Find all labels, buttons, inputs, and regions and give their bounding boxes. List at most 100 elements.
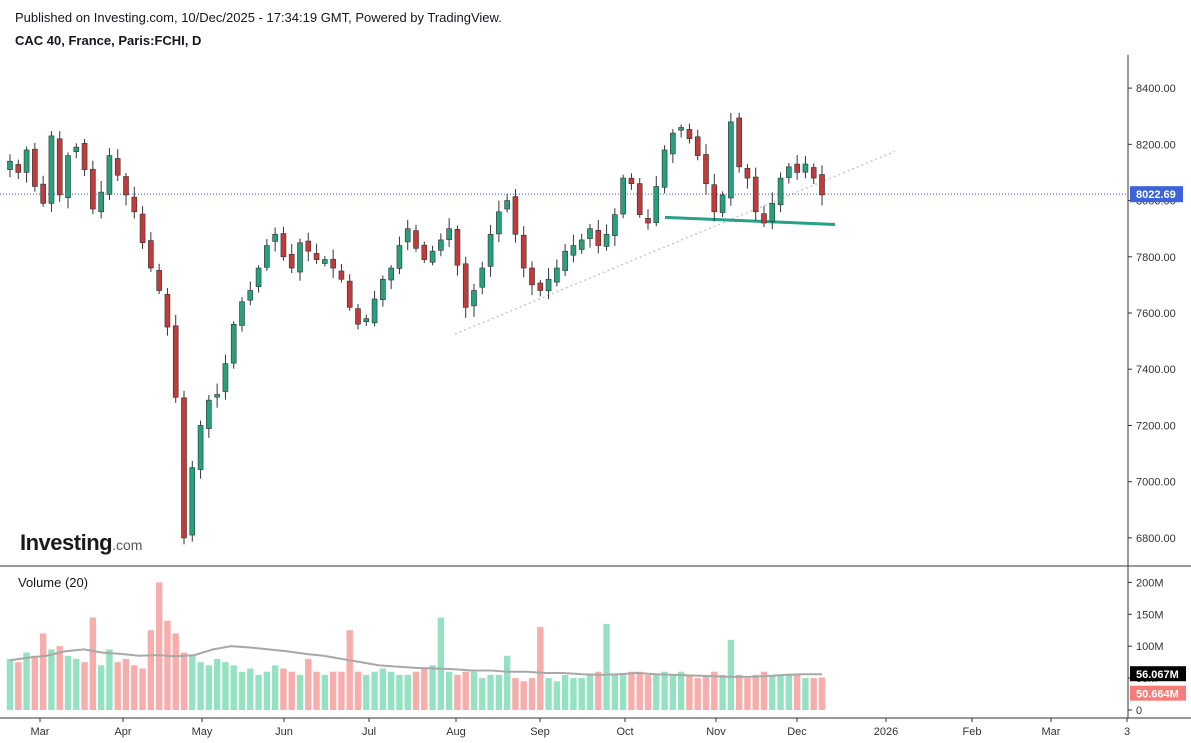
last-price-badge xyxy=(1130,186,1183,203)
candle-body xyxy=(114,158,121,176)
volume-bar xyxy=(131,665,138,710)
volume-bar xyxy=(238,671,246,710)
candle-body xyxy=(288,254,295,269)
candle-body xyxy=(562,250,568,271)
volume-bar xyxy=(677,671,685,710)
volume-bar xyxy=(702,674,710,710)
candle-body xyxy=(529,267,535,286)
volume-bar xyxy=(495,674,503,710)
candle-body xyxy=(264,245,270,268)
time-tick-label: Dec xyxy=(787,726,807,738)
volume-bar xyxy=(528,678,536,710)
volume-bar xyxy=(545,678,552,710)
candle xyxy=(197,420,204,479)
trend-lines xyxy=(0,150,1128,335)
candle-body xyxy=(794,163,800,173)
price-tick-label: 7000.00 xyxy=(1136,477,1176,489)
candle xyxy=(189,460,196,542)
volume-bar xyxy=(164,620,171,710)
candle-body xyxy=(686,129,693,140)
volume-bar xyxy=(64,655,72,710)
volume-bar xyxy=(81,662,88,710)
candle xyxy=(744,164,751,189)
time-tick-label: May xyxy=(192,726,213,738)
volume-bar xyxy=(769,674,776,710)
candle xyxy=(396,236,403,275)
candle xyxy=(65,152,71,209)
candle-body xyxy=(131,196,138,213)
candle-body xyxy=(255,267,262,287)
candle xyxy=(106,148,113,200)
volume-bar xyxy=(653,674,660,710)
time-tick-label: Mar xyxy=(1042,726,1061,738)
candle xyxy=(421,241,428,263)
chart-header: Published on Investing.com, 10/Dec/2025 … xyxy=(15,10,502,49)
candle-body xyxy=(545,278,552,292)
candle xyxy=(346,274,353,311)
volume-bar xyxy=(512,678,519,710)
candle xyxy=(570,234,577,263)
candle-body xyxy=(106,155,113,195)
volume-bar xyxy=(39,633,47,710)
candle xyxy=(438,233,444,257)
candle-body xyxy=(438,239,444,251)
candle xyxy=(429,245,436,266)
volume-bar xyxy=(338,671,345,710)
candle-body xyxy=(819,174,825,196)
candle xyxy=(230,321,237,369)
volume-bar xyxy=(802,678,809,710)
candle-body xyxy=(786,166,792,178)
candle xyxy=(206,395,212,438)
candle-body xyxy=(496,211,502,235)
candle xyxy=(777,172,784,213)
published-note: Published on Investing.com, 10/Dec/2025 … xyxy=(15,10,502,25)
candle-body xyxy=(230,323,237,364)
candle-body xyxy=(148,240,154,269)
volume-bar xyxy=(462,671,469,710)
candle-body xyxy=(123,176,129,196)
candle xyxy=(786,162,792,184)
candle-body xyxy=(487,233,494,267)
candle-body xyxy=(355,308,361,325)
candle-body xyxy=(421,244,428,260)
volume-bar xyxy=(561,674,569,710)
candle-body xyxy=(810,167,817,179)
volume-bar xyxy=(222,662,229,710)
candle-body xyxy=(172,325,179,398)
price-tick-label: 7400.00 xyxy=(1136,364,1176,376)
candle xyxy=(819,165,825,206)
candle xyxy=(380,275,386,307)
candle xyxy=(371,290,378,327)
candle xyxy=(32,142,38,192)
time-tick-label: Sep xyxy=(530,726,550,738)
candle-body xyxy=(744,168,751,179)
candle xyxy=(404,219,411,251)
candle xyxy=(313,243,320,264)
candle-body xyxy=(711,184,718,213)
candle xyxy=(446,218,452,247)
candle xyxy=(15,159,22,179)
volume-bar xyxy=(189,655,196,710)
candle xyxy=(413,224,419,252)
volume-bar xyxy=(354,671,362,710)
volume-bar xyxy=(752,674,759,710)
volume-bar xyxy=(15,662,22,710)
candle-body xyxy=(396,245,403,269)
candle-body xyxy=(189,467,196,536)
candle-body xyxy=(363,318,370,323)
volume-bar xyxy=(371,671,378,710)
candle xyxy=(48,131,55,212)
candle-body xyxy=(694,136,701,156)
volume-bar xyxy=(570,678,577,710)
volume-bar xyxy=(271,665,279,710)
volume-bar xyxy=(611,674,619,710)
volume-bar xyxy=(180,652,188,710)
candle xyxy=(810,163,817,185)
logo-suffix: .com xyxy=(112,537,143,553)
candle xyxy=(595,219,602,254)
candle xyxy=(172,314,179,403)
volume-bar xyxy=(429,665,436,710)
volume-series xyxy=(6,582,826,710)
candle xyxy=(388,265,394,290)
